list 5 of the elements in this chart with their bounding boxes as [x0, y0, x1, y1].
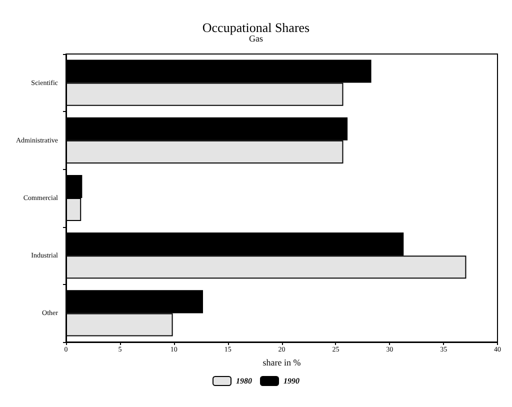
chart-subtitle: Gas [249, 34, 264, 44]
chart-title: Occupational Shares [202, 20, 310, 35]
x-axis-title: share in % [262, 357, 302, 368]
legend-label: 1990 [284, 376, 300, 386]
legend-label: 1980 [236, 376, 252, 386]
